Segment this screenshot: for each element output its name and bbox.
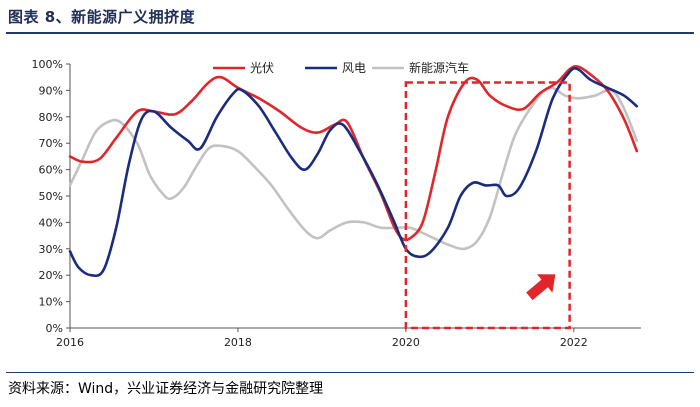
source-note: 资料来源：Wind，兴业证券经济与金融研究院整理	[8, 381, 324, 397]
legend-item-pv: 光伏	[213, 61, 274, 75]
y-tick-label: 20%	[39, 269, 63, 282]
y-tick-label: 30%	[39, 243, 63, 256]
crowding-line-chart: 0% 10% 20% 30% 40% 50% 60% 70% 80% 90% 100% 2016 201…	[32, 58, 641, 349]
x-tick-label: 2022	[560, 336, 588, 349]
y-tick-label: 70%	[39, 137, 63, 150]
series-line-pv	[68, 65, 639, 242]
y-tick-label: 60%	[39, 164, 63, 177]
x-tick-label: 2016	[56, 336, 84, 349]
y-tick-label: 90%	[39, 84, 63, 97]
y-tick-label: 80%	[39, 111, 63, 124]
y-tick-label: 100%	[32, 58, 63, 71]
highlight-box	[404, 81, 571, 330]
chart-legend: 光伏 风电 新能源汽车	[213, 60, 469, 75]
title-rule	[6, 32, 694, 34]
legend-item-wind: 风电	[305, 61, 366, 75]
y-tick-label: 10%	[39, 296, 63, 309]
legend-label: 新能源汽车	[409, 60, 469, 75]
source-rule	[6, 372, 694, 373]
page-title: 图表 8、新能源广义拥挤度	[8, 8, 196, 26]
arrow-shape	[526, 274, 556, 301]
legend-item-nev: 新能源汽车	[372, 60, 469, 75]
y-tick-label: 40%	[39, 216, 63, 229]
x-tick-label: 2020	[392, 336, 420, 349]
legend-label: 风电	[342, 61, 366, 75]
x-tick-label: 2018	[224, 336, 252, 349]
series-line-nev	[68, 86, 639, 251]
chart-annotations	[404, 81, 571, 330]
series-line-wind	[68, 66, 639, 278]
y-tick-label: 50%	[39, 190, 63, 203]
highlight-arrow	[526, 274, 556, 301]
y-tick-label: 0%	[46, 322, 63, 335]
chart-series	[68, 65, 639, 278]
chart-axes: 0% 10% 20% 30% 40% 50% 60% 70% 80% 90% 100% 2016 201…	[32, 58, 641, 349]
legend-label: 光伏	[250, 61, 274, 75]
